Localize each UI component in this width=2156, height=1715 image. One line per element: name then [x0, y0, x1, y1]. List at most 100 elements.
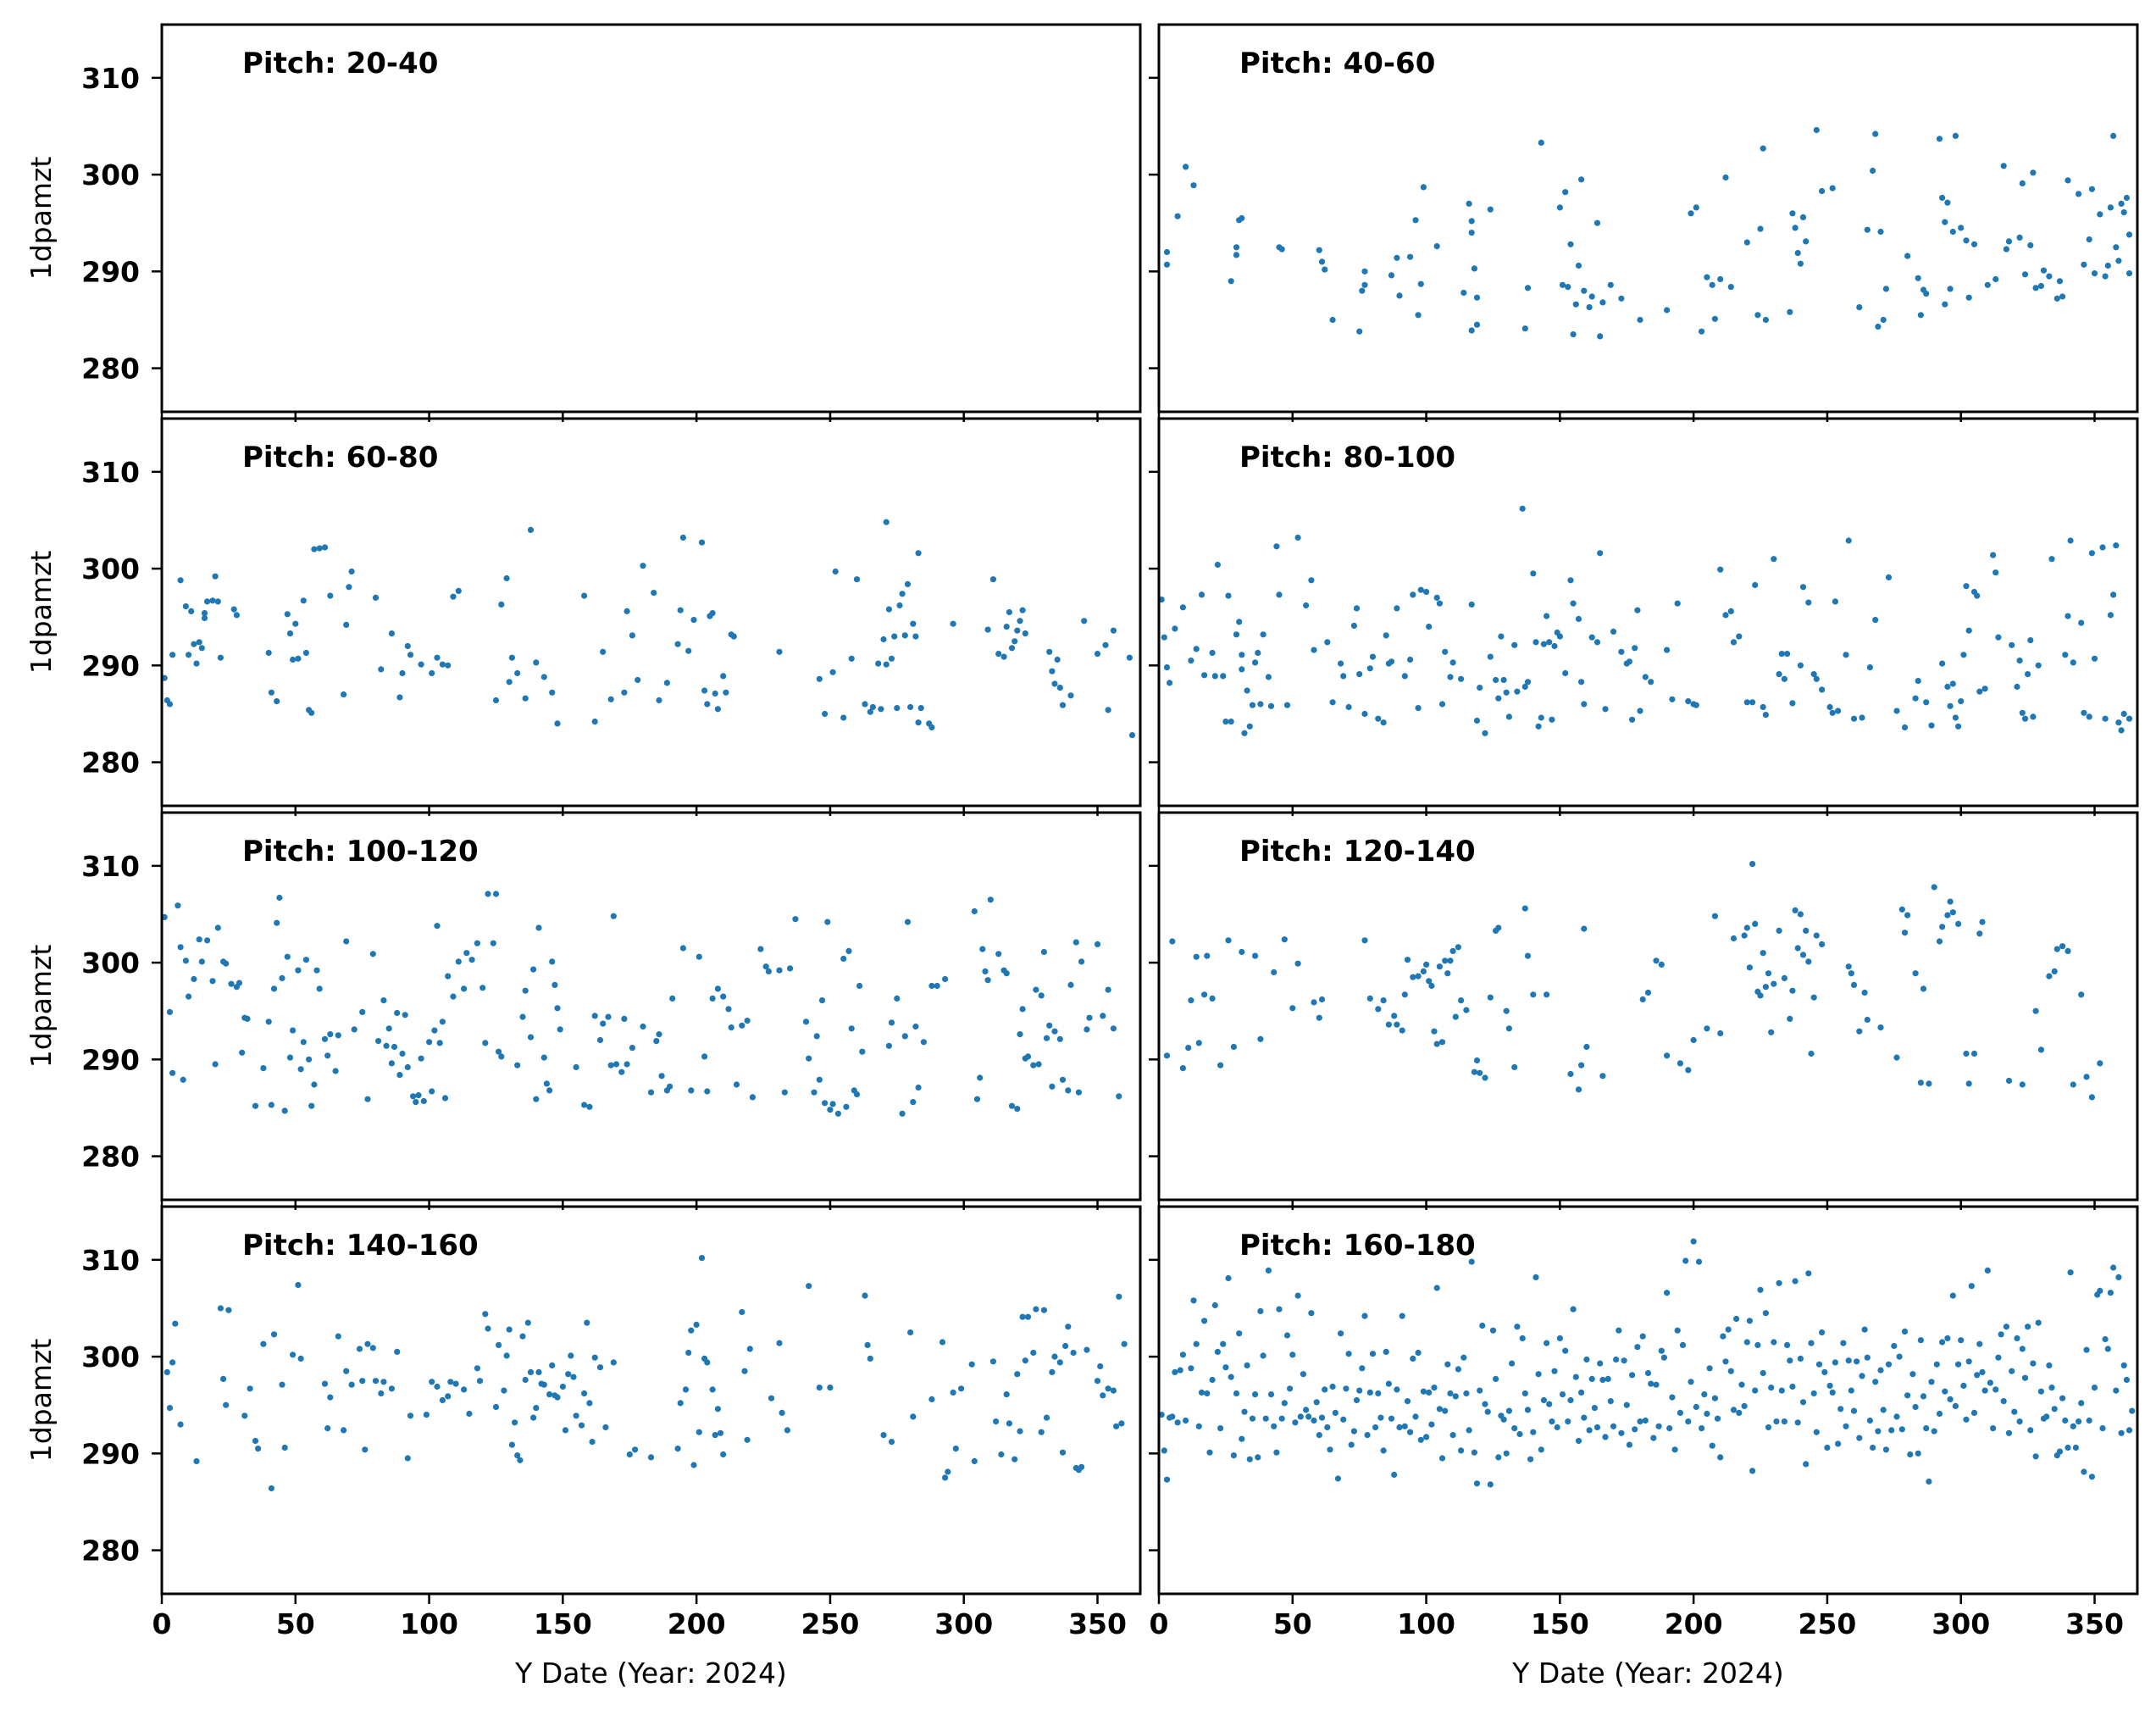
data-point [290, 1027, 297, 1034]
data-point [1799, 952, 1807, 958]
data-point [1781, 974, 1787, 981]
data-point [1664, 1290, 1671, 1296]
data-point [1912, 695, 1919, 702]
data-point [1524, 952, 1532, 959]
data-point [977, 1074, 984, 1081]
data-point [404, 1063, 411, 1071]
data-point [1859, 1373, 1865, 1379]
data-point [1214, 561, 1221, 569]
data-point [1581, 701, 1588, 708]
data-point [177, 577, 184, 584]
data-point [335, 1032, 341, 1039]
data-point [1722, 612, 1729, 619]
data-point [2118, 727, 2125, 734]
data-point [1455, 1366, 1461, 1373]
data-point [1850, 715, 1858, 722]
data-point [1473, 321, 1481, 328]
data-point [1685, 1067, 1692, 1074]
data-point [1717, 566, 1724, 573]
data-point [1420, 184, 1427, 191]
data-point [1356, 671, 1363, 678]
data-point [1527, 1456, 1534, 1462]
data-point [1706, 1365, 1713, 1372]
data-point [1797, 260, 1804, 267]
data-point [1369, 1351, 1377, 1357]
data-point [1792, 907, 1799, 913]
data-point [1781, 675, 1787, 682]
data-point [635, 676, 641, 684]
data-point [1084, 1346, 1090, 1353]
data-point [1613, 1356, 1620, 1363]
data-point [1193, 953, 1200, 960]
data-point [1318, 996, 1326, 1003]
data-point [233, 612, 240, 619]
data-point [1559, 1391, 1566, 1398]
data-point [1688, 210, 1694, 217]
data-point [1928, 722, 1935, 729]
data-point [1725, 1326, 1732, 1333]
data-point [1038, 992, 1045, 999]
data-point [1366, 995, 1373, 1002]
data-point [1239, 214, 1245, 222]
data-point [1944, 912, 1951, 919]
data-point [1303, 602, 1310, 609]
data-point [1599, 1376, 1606, 1384]
data-point [1637, 316, 1643, 324]
data-point [1035, 1061, 1042, 1068]
data-point [867, 708, 873, 715]
data-point [1741, 1402, 1748, 1409]
data-point [2091, 655, 2098, 662]
y-axis-label: 1dpamzt [25, 551, 58, 674]
data-point [2062, 1417, 2069, 1424]
data-point [1051, 680, 1058, 687]
data-point [1300, 1371, 1306, 1378]
data-point [1423, 588, 1430, 596]
data-point [166, 1405, 174, 1412]
data-point [1639, 996, 1646, 1003]
data-point [247, 1385, 253, 1392]
data-point [1289, 1005, 1296, 1012]
data-point [1105, 986, 1111, 993]
data-point [496, 1341, 502, 1348]
data-point [899, 591, 906, 597]
data-point [910, 620, 917, 627]
data-point [241, 1413, 248, 1419]
data-point [573, 1063, 579, 1071]
data-point [364, 1340, 371, 1347]
x-axis-label-right: Y Date (Year: 2024) [1511, 1657, 1784, 1690]
data-point [1837, 1406, 1844, 1413]
data-point [709, 1386, 716, 1393]
data-point [1861, 989, 1868, 996]
data-point [1567, 241, 1574, 247]
data-point [439, 1018, 446, 1025]
data-point [720, 1451, 727, 1458]
data-point [281, 1444, 288, 1451]
data-point [1006, 1420, 1012, 1427]
data-point [2046, 273, 2053, 280]
data-point [1172, 625, 1178, 632]
data-point [1094, 651, 1101, 658]
data-point [1856, 1028, 1863, 1035]
data-point [1444, 970, 1451, 977]
data-point [2051, 968, 2058, 974]
data-point [942, 1474, 949, 1481]
data-point [1990, 1425, 1997, 1432]
data-point [1056, 1035, 1063, 1042]
data-point [1225, 1274, 1232, 1282]
data-point [744, 1436, 751, 1443]
data-point [834, 1110, 842, 1117]
data-point [1917, 1080, 1924, 1086]
data-point [1762, 1310, 1769, 1317]
data-point [1856, 1435, 1863, 1441]
data-point [952, 1446, 959, 1452]
data-point [2019, 1081, 2026, 1088]
data-point [1236, 1330, 1243, 1337]
data-point [385, 1025, 392, 1032]
data-point [1438, 1455, 1446, 1462]
data-point [1562, 189, 1569, 196]
data-point [607, 1062, 614, 1068]
data-point [281, 1107, 288, 1114]
data-point [1519, 1335, 1526, 1341]
data-point [1629, 1372, 1636, 1379]
data-point [1578, 1062, 1585, 1068]
